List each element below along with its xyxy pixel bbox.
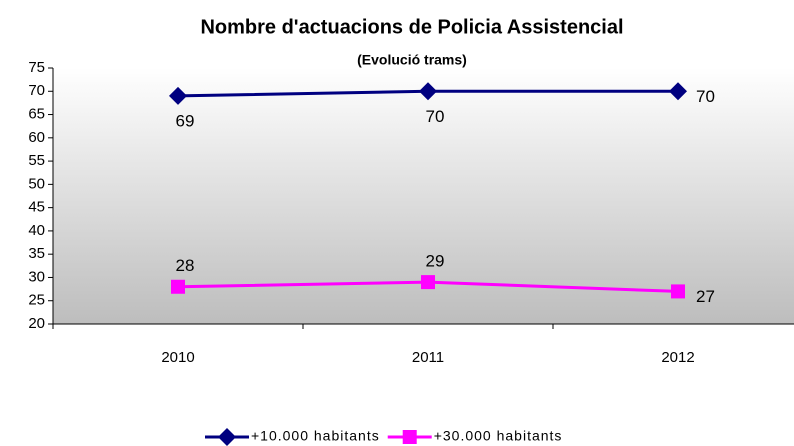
legend-marker [402, 430, 417, 444]
legend-label: +10.000 habitants [251, 428, 380, 444]
point [421, 275, 435, 290]
y-tick-label: 65 [28, 106, 45, 123]
y-tick-label: 50 [28, 175, 45, 192]
y-tick-label: 45 [28, 199, 45, 216]
point [169, 86, 187, 105]
y-tick-label: 70 [28, 82, 45, 99]
x-tick-label: 2012 [661, 349, 694, 366]
data-label: 70 [696, 87, 715, 106]
legend-marker [218, 428, 236, 446]
y-tick-label: 35 [28, 245, 45, 262]
data-label: 29 [426, 252, 445, 271]
x-tick-label: 2010 [161, 349, 194, 366]
y-tick-label: 75 [28, 59, 45, 76]
data-label: 27 [696, 287, 715, 306]
data-label: 69 [176, 111, 195, 130]
y-tick-label: 55 [28, 152, 45, 169]
chart-subtitle: (Evolució trams) [357, 52, 467, 68]
data-label: 70 [426, 107, 445, 126]
data-label: 28 [176, 256, 195, 275]
point [419, 82, 437, 101]
y-tick-label: 60 [28, 129, 45, 146]
point [669, 82, 687, 101]
y-tick-label: 25 [28, 292, 45, 309]
chart-title: Nombre d'actuacions de Policia Assistenc… [200, 16, 623, 38]
y-tick-label: 40 [28, 222, 45, 239]
point [671, 284, 685, 299]
legend-label: +30.000 habitants [434, 428, 563, 444]
x-tick-label: 2011 [412, 349, 444, 366]
y-tick-label: 30 [28, 268, 45, 285]
y-tick-label: 20 [28, 315, 45, 332]
point [171, 279, 185, 294]
